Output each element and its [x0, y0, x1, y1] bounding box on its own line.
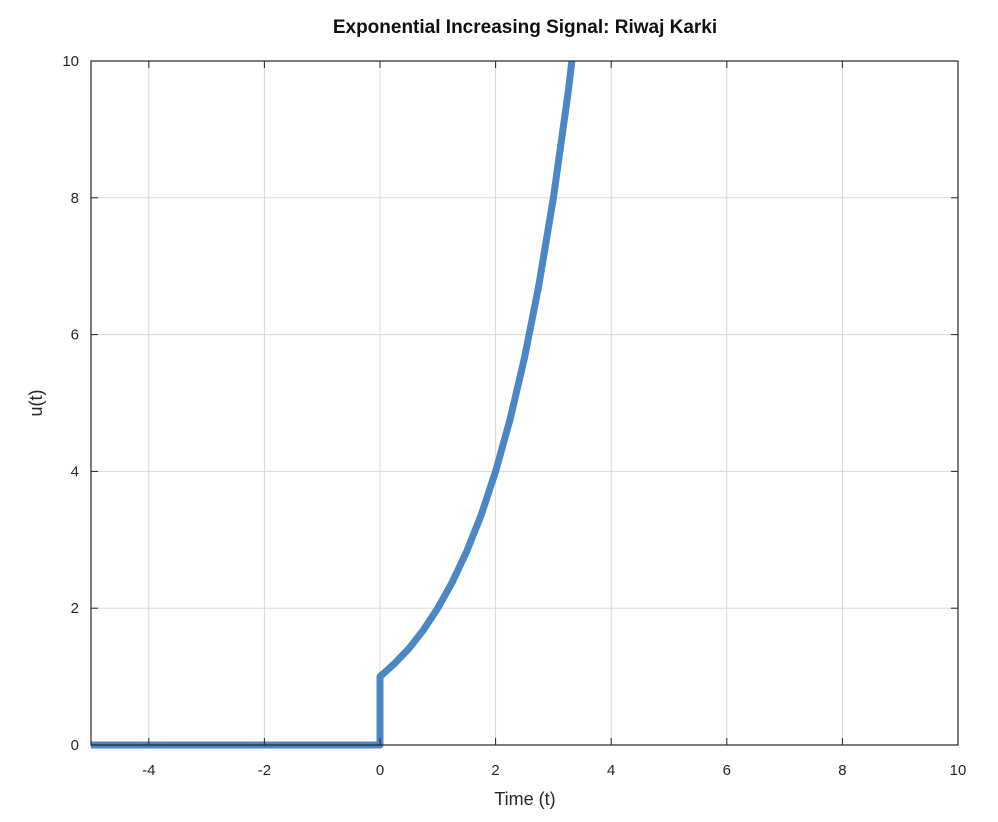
- series-layer: [91, 60, 576, 749]
- x-tick-labels: -4 -2 0 2 4 6 8 10: [142, 762, 966, 779]
- x-tick-label: 8: [838, 762, 846, 779]
- y-tick-label: 8: [71, 190, 79, 207]
- x-tick-label: 10: [950, 762, 967, 779]
- y-tick-label: 6: [71, 327, 79, 344]
- signal-line: [91, 60, 576, 749]
- y-tick-label: 10: [62, 53, 79, 70]
- x-tick-label: -2: [258, 762, 271, 779]
- grid-lines: [91, 60, 959, 746]
- y-tick-label: 0: [71, 737, 79, 754]
- plot-frame: [90, 60, 959, 746]
- y-tick-labels: 0 2 4 6 8 10: [62, 53, 79, 754]
- x-axis-label: Time (t): [494, 789, 555, 809]
- y-axis-label: u(t): [26, 390, 46, 417]
- x-tick-label: 6: [723, 762, 731, 779]
- x-tick-label: 0: [376, 762, 384, 779]
- x-tick-label: 2: [491, 762, 499, 779]
- x-tick-label: -4: [142, 762, 155, 779]
- chart-title: Exponential Increasing Signal: Riwaj Kar…: [333, 17, 717, 38]
- tick-marks: [91, 60, 959, 746]
- x-tick-label: 4: [607, 762, 615, 779]
- y-tick-label: 2: [71, 600, 79, 617]
- y-tick-label: 4: [71, 463, 79, 480]
